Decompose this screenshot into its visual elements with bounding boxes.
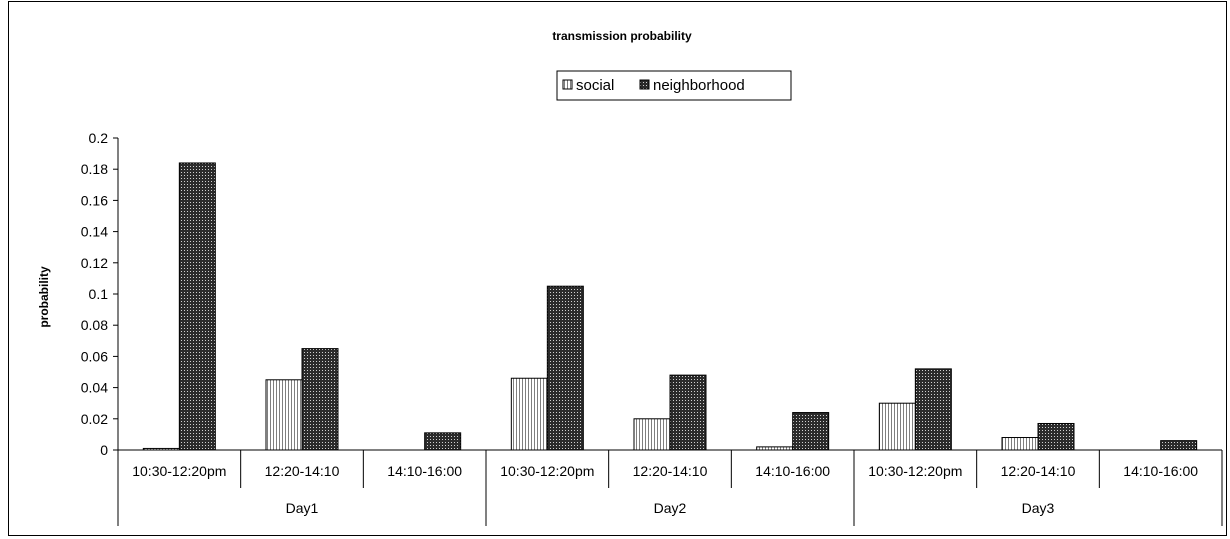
x-group-label: Day2: [654, 500, 687, 516]
y-tick-label: 0.06: [81, 348, 108, 364]
chart-title: transmission probability: [552, 29, 692, 43]
bar-social: [633, 418, 671, 451]
y-tick-label: 0.02: [81, 411, 108, 427]
y-tick-label: 0.14: [81, 224, 108, 240]
legend-label-social: social: [576, 77, 614, 94]
x-category-label: 10:30-12:20pm: [500, 463, 594, 479]
x-group-label: Day3: [1022, 500, 1055, 516]
bar-social: [1001, 437, 1039, 451]
legend-swatch-neighborhood: [639, 79, 650, 90]
y-tick-label: 0.16: [81, 192, 108, 208]
y-tick-label: 0.2: [89, 130, 109, 146]
plot-area: 0 0.02 0.04 0.06 0.08 0.1 0.12 0.14 0.16 0.18 0.2 1…: [81, 130, 1223, 526]
bar-social: [878, 402, 916, 451]
x-category-label: 12:20-14:10: [265, 463, 340, 479]
legend-swatch-social: [562, 79, 573, 90]
bar-social: [142, 447, 180, 451]
chart-frame: [8, 1, 1227, 536]
bar-neighborhood: [424, 432, 462, 451]
bar-social: [756, 446, 794, 451]
bar-neighborhood: [546, 285, 584, 451]
legend-label-neighborhood: neighborhood: [653, 77, 745, 94]
y-tick-label: 0: [100, 442, 108, 458]
legend-box: [556, 70, 792, 101]
y-axis-label: probability: [37, 266, 51, 328]
x-category-label: 14:10-16:00: [1123, 463, 1198, 479]
bar-social: [265, 379, 303, 451]
x-category-label: 10:30-12:20pm: [132, 463, 226, 479]
bar-neighborhood: [1037, 422, 1075, 451]
bar-neighborhood: [669, 374, 707, 451]
y-tick-label: 0.18: [81, 161, 108, 177]
legend: social neighborhood: [556, 70, 792, 101]
x-category-label: 10:30-12:20pm: [868, 463, 962, 479]
bar-neighborhood: [1160, 440, 1198, 451]
x-category-label: 12:20-14:10: [633, 463, 708, 479]
y-tick-label: 0.1: [89, 286, 109, 302]
bar-neighborhood: [178, 162, 216, 451]
bar-neighborhood: [301, 348, 339, 451]
y-tick-label: 0.04: [81, 380, 108, 396]
bar-social: [510, 377, 548, 451]
x-category-label: 14:10-16:00: [387, 463, 462, 479]
y-tick-label: 0.12: [81, 255, 108, 271]
x-category-label: 14:10-16:00: [755, 463, 830, 479]
x-group-label: Day1: [286, 500, 319, 516]
bar-neighborhood: [792, 412, 830, 451]
y-tick-label: 0.08: [81, 317, 108, 333]
x-category-label: 12:20-14:10: [1001, 463, 1076, 479]
bar-neighborhood: [914, 368, 952, 451]
